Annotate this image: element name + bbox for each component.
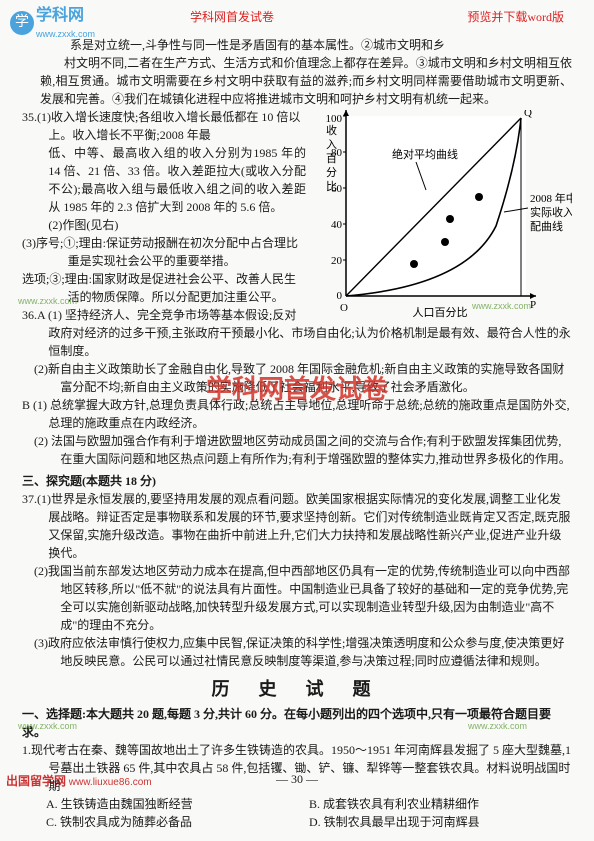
svg-text:配曲线: 配曲线	[530, 219, 563, 233]
history-q1-stem: 1.现代考古在秦、魏等国故地出土了许多生铁铸造的农具。1950～1951 年河南…	[22, 741, 572, 795]
brand-name: 学科网	[36, 4, 95, 28]
svg-text:40: 40	[331, 219, 343, 231]
history-instruction: 一、选择题:本大题共 20 题,每题 3 分,共计 60 分。在每小题列出的四个…	[22, 705, 572, 741]
q37-3: (3)政府应依法审慎行使权力,应集中民智,保证决策的科学性;增强决策透明度和公众…	[22, 634, 572, 670]
svg-text:Q: Q	[524, 110, 532, 119]
history-title: 历 史 试 题	[22, 676, 572, 703]
svg-text:绝对平均曲线: 绝对平均曲线	[392, 147, 458, 161]
svg-text:O: O	[340, 302, 348, 314]
svg-text:0: 0	[337, 290, 343, 302]
logo-icon: 学	[10, 11, 34, 35]
q36-B1: B (1) 总统掌握大政方针,总理负责具体行政;总统占主导地位,总理听命于总统;…	[22, 396, 572, 432]
q1-optB: B. 成套铁农具有利农业精耕细作	[309, 795, 572, 813]
y-axis-label: 收	[326, 123, 337, 137]
x-axis-label: 人口百分比	[413, 306, 468, 319]
lorenz-chart: 0 20 40 60 80 100 O Q P 绝对平均曲线 2008 年中国 …	[312, 110, 572, 320]
q1-optD: D. 铁制农具最早出现于河南辉县	[309, 813, 572, 831]
svg-text:实际收入分: 实际收入分	[530, 205, 572, 219]
svg-text:百: 百	[326, 153, 337, 165]
q1-options-cd: C. 铁制农具成为随葬必备品 D. 铁制农具最早出现于河南辉县	[22, 813, 572, 831]
svg-text:20: 20	[331, 255, 343, 267]
q37-1: 37.(1)世界是永恒发展的,要坚持用发展的观点看问题。欧美国家根据实际情况的变…	[22, 490, 572, 562]
q34-line1: 系是对立统一,斗争性与同一性是矛盾固有的基本属性。②城市文明和乡	[22, 36, 572, 54]
section3-title: 三、探究题(本题共 18 分)	[22, 472, 572, 490]
brand-logo: 学 学科网 www.zxxk.com	[10, 4, 95, 42]
svg-text:比: 比	[326, 180, 337, 193]
svg-text:2008 年中国: 2008 年中国	[530, 191, 572, 205]
svg-text:P: P	[530, 299, 536, 311]
q1-options-ab: A. 生铁铸造由魏国独断经营 B. 成套铁农具有利农业精耕细作	[22, 795, 572, 813]
q36-B2: (2) 法国与欧盟加强合作有利于增进欧盟地区劳动成员国之间的交流与合作;有利于欧…	[22, 432, 572, 468]
svg-text:分: 分	[326, 166, 337, 179]
svg-text:100: 100	[326, 113, 343, 125]
chart-svg: 0 20 40 60 80 100 O Q P 绝对平均曲线 2008 年中国 …	[312, 110, 572, 320]
q34-text: 村文明不同,二者在生产方式、生活方式和价值理念上都存在差异。③城市文明和乡村文明…	[22, 54, 572, 108]
q36-A2: (2)新自由主义政策助长了金融自由化,导致了 2008 年国际金融危机;新自由主…	[22, 360, 572, 396]
q37-2: (2)我国当前东部发达地区劳动力成本在提高,但中西部地区仍具有一定的优势,传统制…	[22, 562, 572, 634]
brand-url: www.zxxk.com	[36, 28, 95, 42]
svg-text:入: 入	[326, 139, 337, 151]
q1-optC: C. 铁制农具成为随葬必备品	[46, 813, 309, 831]
q1-optA: A. 生铁铸造由魏国独断经营	[46, 795, 309, 813]
